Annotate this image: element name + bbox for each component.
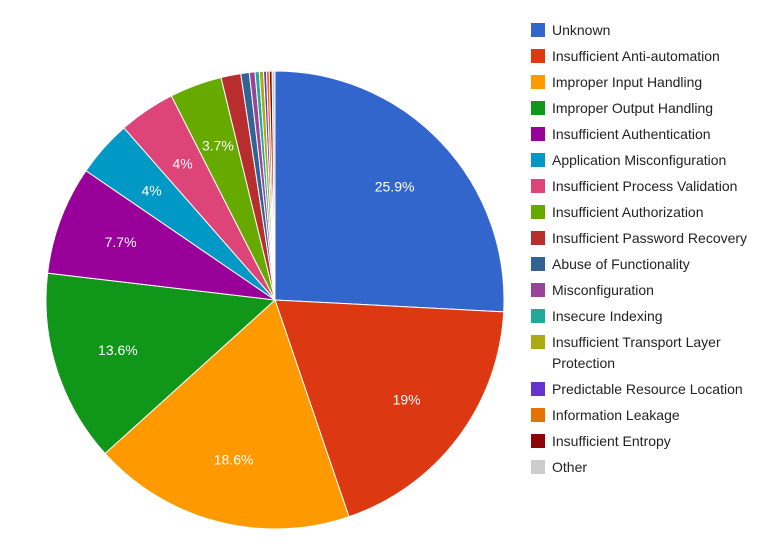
slice-label-improper-output-handling: 13.6% [98,342,138,358]
legend-label: Abuse of Functionality [552,256,690,272]
legend-label: Improper Input Handling [552,74,702,90]
legend-item-unknown: Unknown [531,22,610,38]
legend-swatch [531,179,545,193]
legend-label: Insecure Indexing [552,308,663,324]
pie-slice-insufficient-anti-automation [274,299,505,518]
legend-swatch [531,434,545,448]
legend-item-insufficient-authorization: Insufficient Authorization [531,204,704,220]
legend-label: Unknown [552,22,610,38]
legend-label: Insufficient Entropy [552,433,671,449]
legend-swatch [531,153,545,167]
legend-item-abuse-of-functionality: Abuse of Functionality [531,256,690,272]
slice-label-insufficient-process-validation: 4% [172,156,192,172]
legend-item-predictable-resource-location: Predictable Resource Location [531,381,743,397]
legend-item-improper-input-handling: Improper Input Handling [531,74,702,90]
legend-swatch [531,408,545,422]
legend: Unknown Insufficient Anti-automation Impro… [531,22,747,475]
legend-label: Improper Output Handling [552,100,713,116]
legend-label: Other [552,459,587,475]
legend-item-information-leakage: Information Leakage [531,407,680,423]
legend-swatch [531,460,545,474]
pie-slices [45,70,505,530]
legend-swatch [531,75,545,89]
legend-label: Insufficient Transport Layer Protection [552,334,721,371]
legend-item-insufficient-password-recovery: Insufficient Password Recovery [531,230,747,246]
legend-item-insufficient-entropy: Insufficient Entropy [531,433,671,449]
legend-item-insufficient-process-validation: Insufficient Process Validation [531,178,737,194]
legend-label: Application Misconfiguration [552,152,726,168]
legend-item-insufficient-anti-automation: Insufficient Anti-automation [531,48,720,64]
slice-label-improper-input-handling: 18.6% [214,452,254,468]
slice-label-insufficient-authorization: 3.7% [202,137,234,153]
legend-item-insecure-indexing: Insecure Indexing [531,308,663,324]
legend-item-improper-output-handling: Improper Output Handling [531,100,713,116]
legend-label: Insufficient Authorization [552,204,704,220]
legend-swatch [531,127,545,141]
legend-swatch [531,23,545,37]
slice-label-insufficient-authentication: 7.7% [105,234,137,250]
legend-label: Insufficient Anti-automation [552,48,720,64]
legend-item-other: Other [531,459,587,475]
pie-slice-other [271,70,276,301]
legend-label: Insufficient Process Validation [552,178,737,194]
legend-swatch [531,335,545,349]
legend-label: Insufficient Password Recovery [552,230,747,246]
legend-item-misconfiguration: Misconfiguration [531,282,654,298]
legend-swatch [531,309,545,323]
legend-swatch [531,101,545,115]
legend-item-insufficient-authentication: Insufficient Authentication [531,126,711,142]
legend-item-application-misconfiguration: Application Misconfiguration [531,152,726,168]
legend-swatch [531,382,545,396]
pie-slice-labels: 25.9% 19% 18.6% 13.6% 7.7% 4% 4% 3.7% [98,137,421,467]
legend-swatch [531,283,545,297]
legend-swatch [531,49,545,63]
legend-swatch [531,257,545,271]
legend-label: Insufficient Authentication [552,126,711,142]
slice-label-insufficient-anti-automation: 19% [393,391,421,407]
slice-label-application-misconfiguration: 4% [141,183,161,199]
legend-label: Information Leakage [552,407,680,423]
legend-item-insufficient-transport-layer-protection: Insufficient Transport Layer Protection [531,334,721,371]
legend-label: Misconfiguration [552,282,654,298]
pie-slice-improper-output-handling [45,272,277,455]
pie-slice-insufficient-authentication [47,170,276,301]
legend-swatch [531,205,545,219]
legend-label: Predictable Resource Location [552,381,743,397]
legend-swatch [531,231,545,245]
pie-slice-improper-input-handling [104,299,350,530]
slice-label-unknown: 25.9% [375,179,415,195]
pie-slice-unknown [274,70,505,313]
